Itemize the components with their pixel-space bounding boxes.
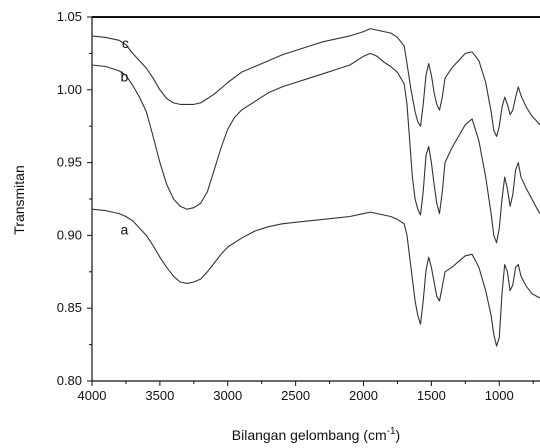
y-tick-label: 1.00 [57, 82, 82, 97]
x-tick-label: 3500 [145, 388, 174, 403]
y-tick-label: 0.80 [57, 373, 82, 388]
y-tick-label: 0.85 [57, 300, 82, 315]
x-axis-title-main: Bilangan gelombang (cm [232, 427, 387, 443]
x-tick-label: 2500 [281, 388, 310, 403]
y-tick-label: 0.95 [57, 155, 82, 170]
series-line-b [91, 52, 540, 244]
x-axis-title: Bilangan gelombang (cm-1) [232, 426, 400, 443]
series-group [91, 28, 540, 347]
y-tick-label: 0.90 [57, 227, 82, 242]
axes [91, 16, 540, 382]
x-tick-label: 3000 [213, 388, 242, 403]
x-tick-label: 4000 [78, 388, 107, 403]
x-tick-label: 1500 [417, 388, 446, 403]
y-tick-label: 1.05 [57, 9, 82, 24]
y-axis-title: Transmitan [11, 165, 27, 235]
x-axis-title-close: ) [396, 427, 401, 443]
x-tick-label: 2000 [349, 388, 378, 403]
series-label-b: b [121, 69, 129, 85]
x-tick-label: 1000 [485, 388, 514, 403]
series-label-a: a [121, 222, 129, 238]
series-label-c: c [122, 35, 129, 51]
x-axis-title-sup: -1 [387, 426, 396, 437]
ticks: 0.80 0.85 0.90 0.95 1.00 1.05 4000 3500 3000 2500… [57, 9, 534, 403]
series-labels: c b a [121, 35, 129, 237]
series-line-c [91, 28, 540, 137]
series-line-a [91, 208, 540, 347]
